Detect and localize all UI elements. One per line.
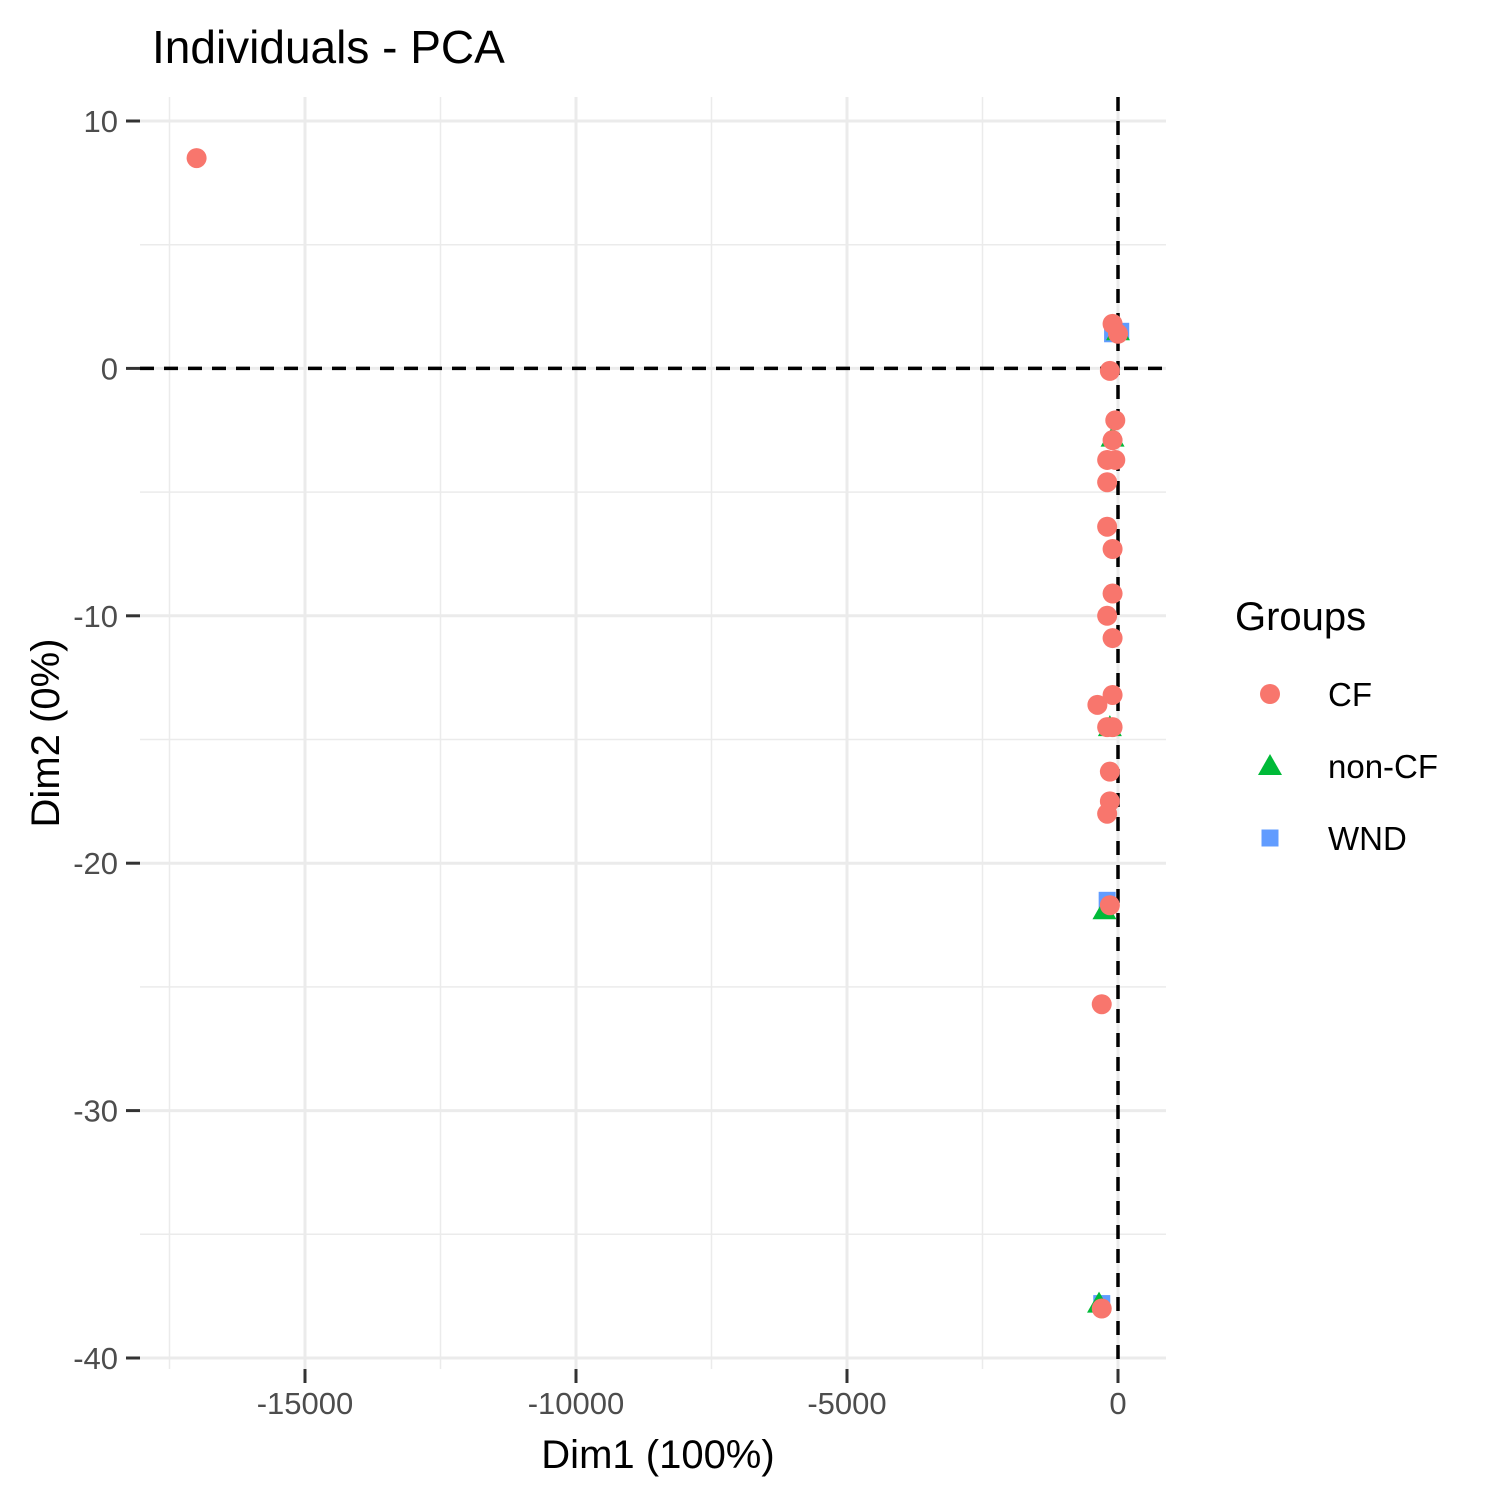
data-point-cf [1105,410,1126,431]
data-point-cf [1102,628,1123,649]
data-point-cf [1097,803,1118,824]
x-tick-label: -15000 [257,1386,354,1421]
y-axis-title: Dim2 (0%) [24,639,68,828]
legend-key-wnd [1261,829,1279,847]
y-tick-label: -40 [73,1341,118,1376]
y-axis: 10 0 -10 -20 -30 -40 [73,104,140,1376]
y-tick-label: -10 [73,599,118,634]
data-point-cf [1099,360,1120,381]
data-point-cf [1097,516,1118,537]
x-axis-title: Dim1 (100%) [541,1433,774,1477]
x-tick-label: 0 [1109,1386,1126,1421]
y-tick-label: 0 [101,351,118,386]
data-point-cf [1102,583,1123,604]
y-tick-label: -30 [73,1094,118,1129]
data-point-cf [1097,605,1118,626]
legend-key-non-cf [1258,754,1282,775]
data-point-cf [1087,694,1108,715]
data-point-cf [1102,430,1123,451]
data-point-cf [1099,761,1120,782]
legend-label: CF [1328,676,1372,713]
legend: Groups CF non-CF WND [1235,595,1438,857]
data-point-cf [1091,1298,1112,1319]
data-point-cf [1097,449,1118,470]
data-point-cf [1102,684,1123,705]
chart-title: Individuals - PCA [152,21,505,73]
data-point-cf [186,148,207,169]
data-point-cf [1102,539,1123,560]
grid-minor [140,97,1166,1369]
legend-label: non-CF [1328,748,1438,785]
data-point-cf [1097,717,1118,738]
plot-panel [140,97,1166,1369]
data-point-cf [1097,472,1118,493]
data-point-cf [1091,994,1112,1015]
y-tick-label: -20 [73,846,118,881]
data-point-cf [1099,895,1120,916]
x-tick-label: -10000 [528,1386,625,1421]
data-point-cf [1108,323,1128,344]
legend-label: WND [1328,820,1407,857]
y-tick-label: 10 [84,104,118,139]
data-points [186,148,1130,1319]
legend-title: Groups [1235,595,1366,639]
legend-key-cf [1260,684,1280,704]
x-tick-label: -5000 [807,1386,886,1421]
x-axis: -15000 -10000 -5000 0 [257,1369,1127,1421]
